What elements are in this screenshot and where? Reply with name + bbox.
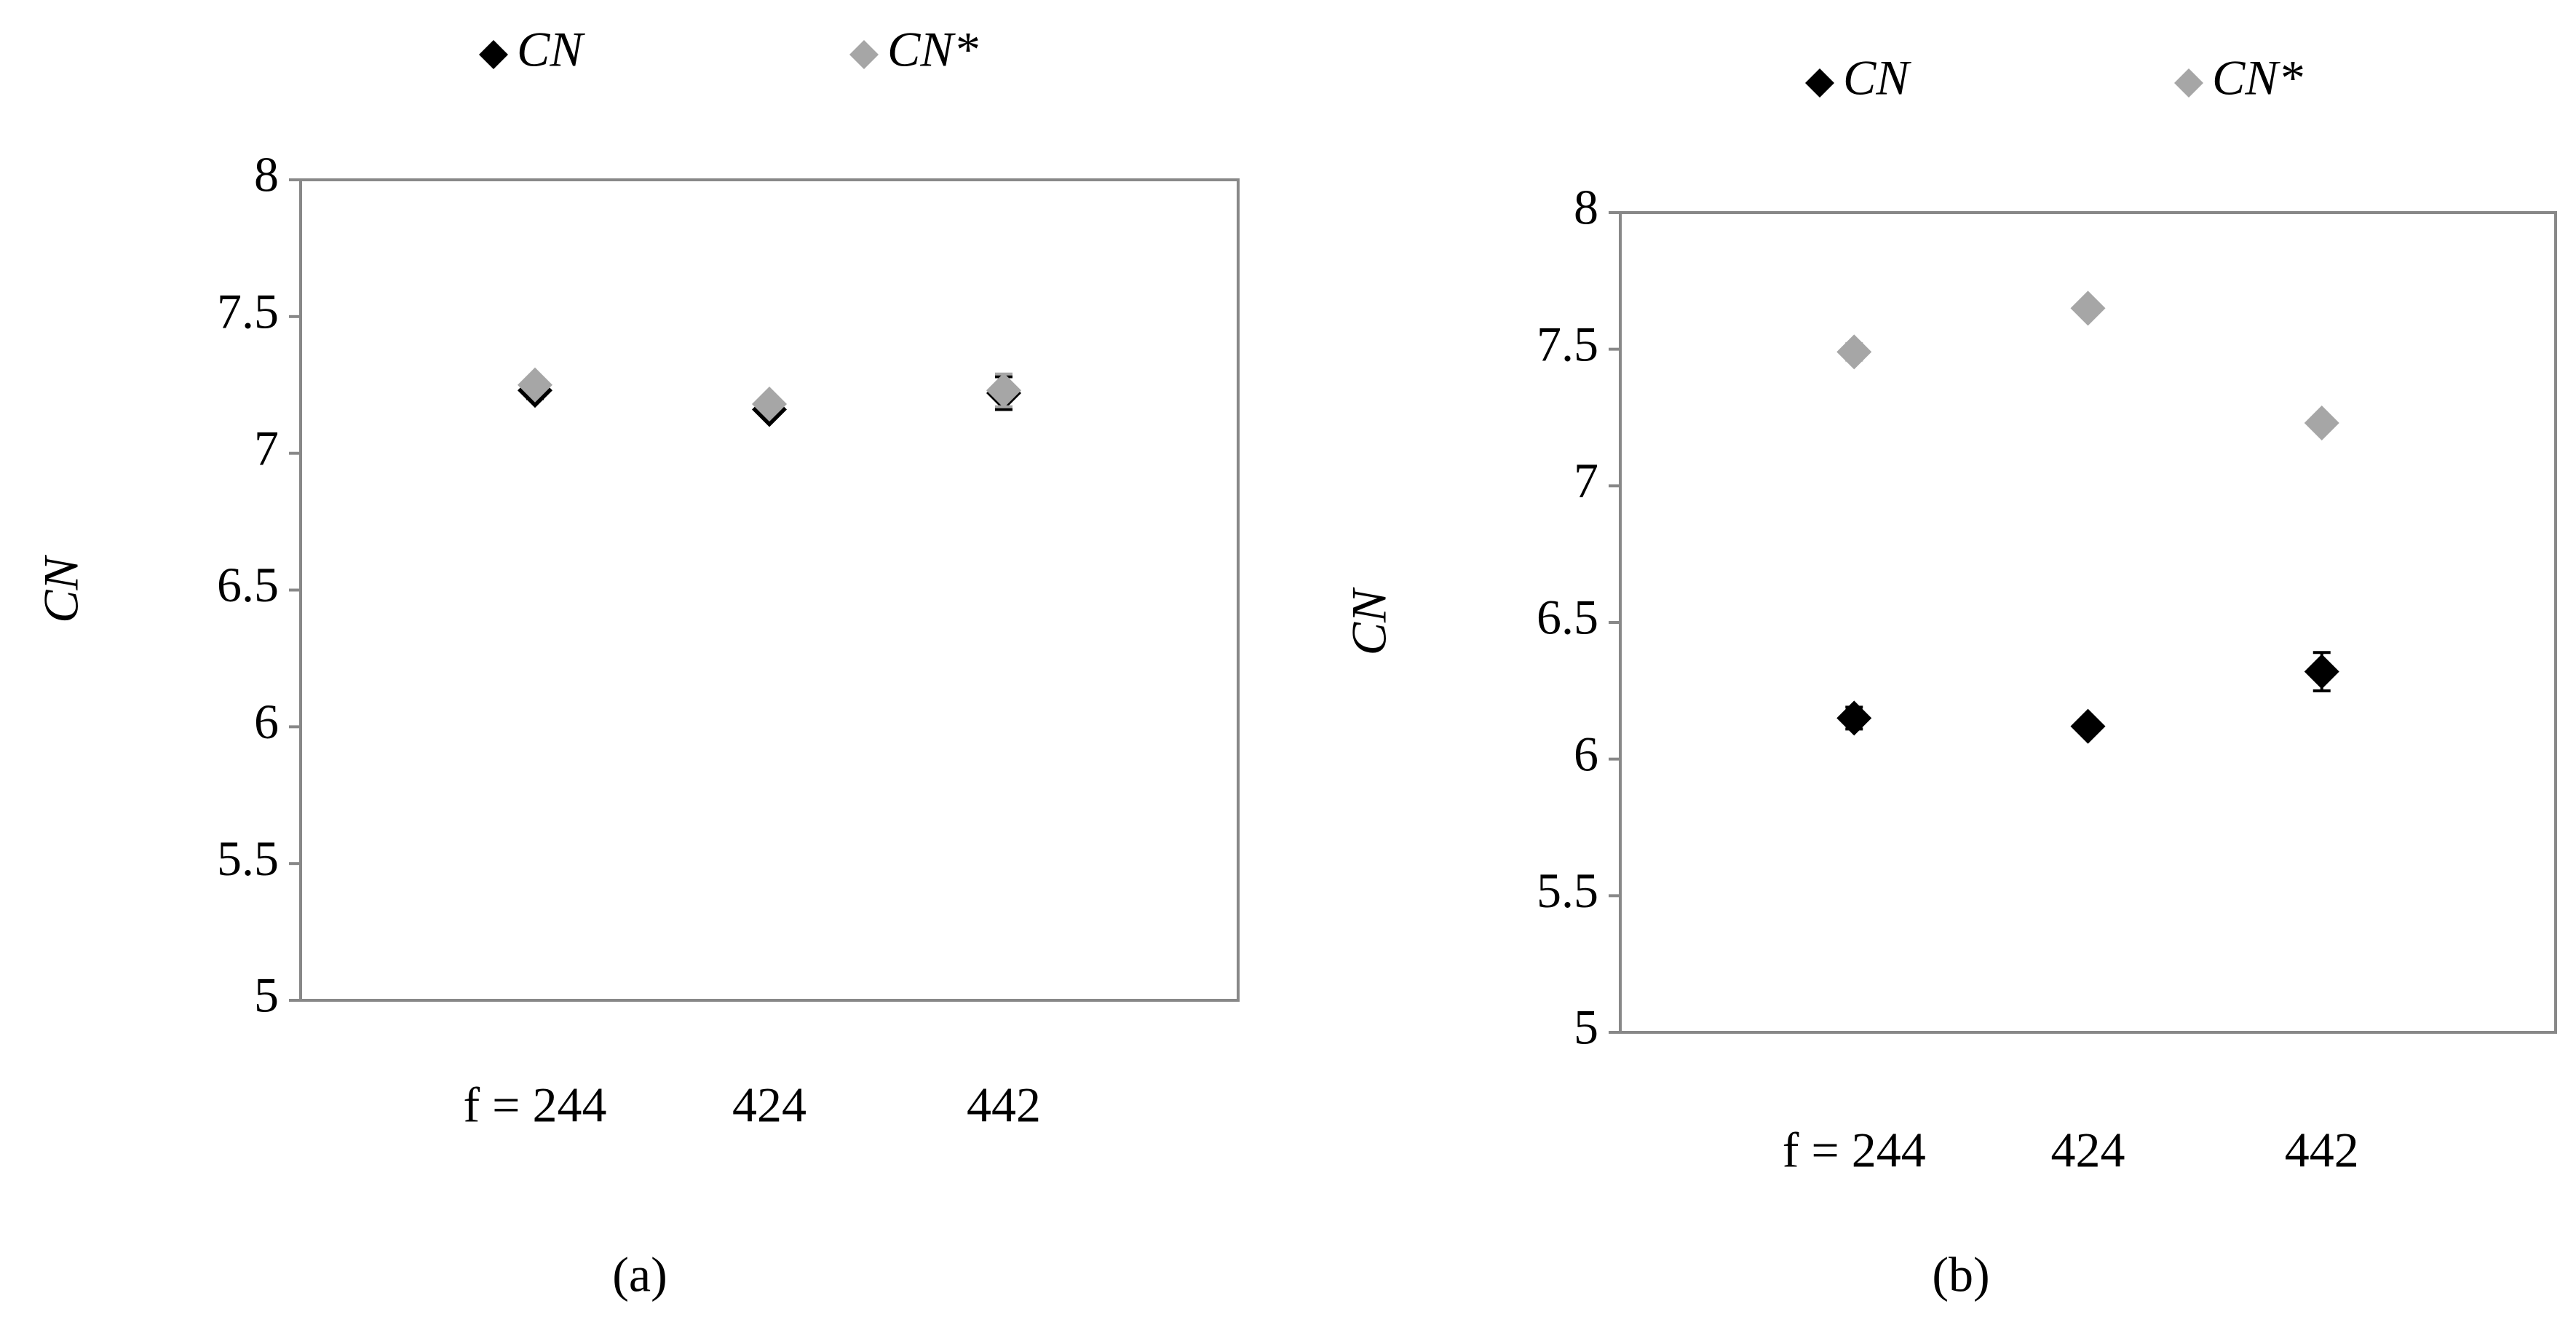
point bbox=[1836, 334, 1872, 370]
point bbox=[2070, 708, 2106, 744]
legend-label: CN bbox=[517, 22, 585, 77]
legend-label: CN bbox=[1843, 50, 1911, 106]
point bbox=[2304, 654, 2339, 689]
y-axis-label: CN bbox=[33, 555, 89, 623]
x-tick-label: 442 bbox=[967, 1077, 1041, 1133]
y-tick-label: 5.5 bbox=[217, 831, 279, 886]
legend-marker bbox=[849, 40, 879, 69]
plot-frame bbox=[299, 178, 1240, 1002]
legend-label: CN* bbox=[2212, 50, 2303, 106]
x-tick-label: 442 bbox=[2285, 1123, 2359, 1178]
y-tick-label: 6 bbox=[1574, 726, 1598, 781]
y-tick-label: 8 bbox=[1574, 180, 1598, 235]
y-tick-label: 5 bbox=[254, 968, 279, 1023]
y-tick-label: 7.5 bbox=[1537, 316, 1598, 371]
legend-marker bbox=[1805, 68, 1834, 98]
legend-marker bbox=[2174, 68, 2203, 98]
y-tick-label: 6 bbox=[254, 694, 279, 749]
point bbox=[518, 367, 552, 403]
y-tick-label: 7 bbox=[1574, 453, 1598, 508]
point bbox=[986, 373, 1021, 408]
legend-marker bbox=[479, 40, 508, 69]
point bbox=[2070, 290, 2106, 326]
legend-label: CN* bbox=[887, 22, 978, 77]
x-tick-label: f = 244 bbox=[1783, 1123, 1926, 1178]
x-tick-label: f = 244 bbox=[464, 1077, 607, 1133]
panel-label: (a) bbox=[612, 1247, 667, 1302]
x-tick-label: 424 bbox=[2051, 1123, 2125, 1178]
y-tick-label: 7.5 bbox=[217, 283, 279, 339]
point bbox=[752, 387, 787, 422]
y-tick-label: 5 bbox=[1574, 1000, 1598, 1055]
panel-label: (b) bbox=[1932, 1247, 1989, 1302]
point bbox=[1836, 700, 1872, 736]
y-tick-label: 8 bbox=[254, 147, 279, 202]
x-tick-label: 424 bbox=[732, 1077, 807, 1133]
y-axis-label: CN bbox=[1341, 587, 1397, 655]
y-tick-label: 6.5 bbox=[217, 557, 279, 612]
plot-frame bbox=[1619, 211, 2557, 1034]
y-tick-label: 6.5 bbox=[1537, 590, 1598, 645]
y-tick-label: 7 bbox=[254, 420, 279, 475]
point bbox=[2304, 406, 2339, 441]
y-tick-label: 5.5 bbox=[1537, 863, 1598, 918]
